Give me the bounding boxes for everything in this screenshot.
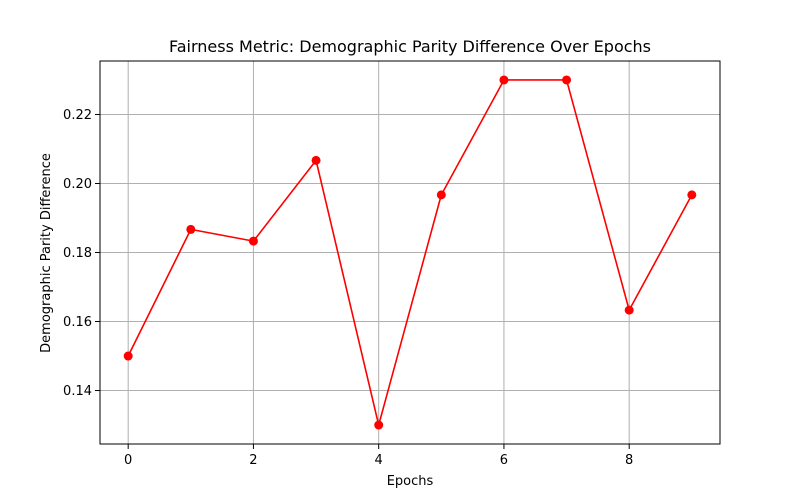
series-line	[127, 79, 693, 426]
data-point	[499, 75, 509, 85]
chart-title: Fairness Metric: Demographic Parity Diff…	[169, 37, 651, 56]
grid	[100, 61, 720, 444]
data-point	[123, 351, 133, 361]
y-tick-label: 0.16	[63, 315, 92, 330]
data-point	[374, 420, 384, 430]
data-point	[562, 75, 572, 85]
x-tick-label: 0	[124, 453, 132, 468]
y-tick-label: 0.18	[63, 246, 92, 261]
series-layer	[123, 75, 697, 430]
x-tick-label: 8	[625, 453, 633, 468]
y-tick-label: 0.20	[63, 177, 92, 192]
y-tick-label: 0.14	[63, 384, 92, 399]
data-point	[687, 190, 697, 200]
data-point	[311, 155, 321, 165]
x-axis-label: Epochs	[387, 474, 434, 489]
x-tick-label: 2	[249, 453, 257, 468]
x-tick-label: 4	[375, 453, 383, 468]
x-tick-label: 6	[500, 453, 508, 468]
data-point	[624, 305, 634, 315]
data-point	[186, 224, 196, 234]
ticks: 0 2 4 6 8 0.14 0.16 0.18 0.20 0.22	[63, 108, 633, 468]
y-axis-label: Demographic Parity Difference	[39, 153, 54, 353]
data-point	[248, 236, 258, 246]
y-tick-label: 0.22	[63, 108, 92, 123]
data-point	[436, 190, 446, 200]
